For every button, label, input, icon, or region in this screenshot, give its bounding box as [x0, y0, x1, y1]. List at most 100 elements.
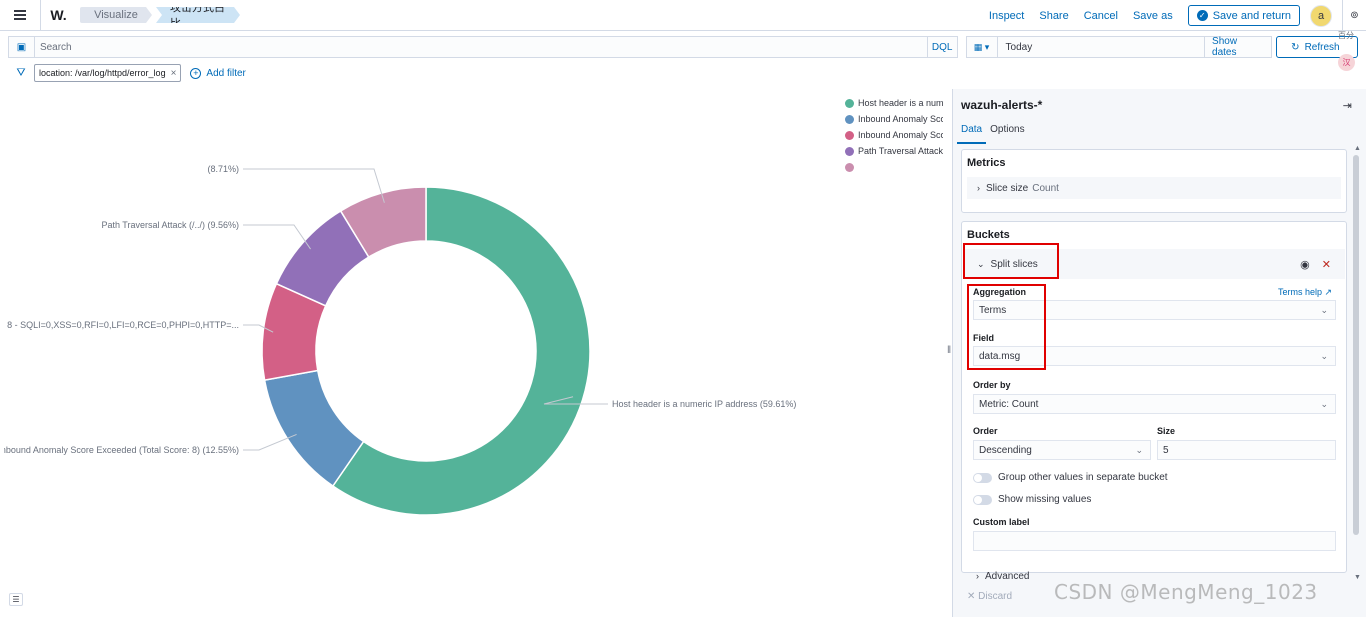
menu-toggle-button[interactable] [0, 0, 40, 31]
field-value: data.msg [979, 350, 1021, 362]
donut-slice[interactable] [331, 186, 591, 516]
close-icon: ✕ [967, 591, 976, 602]
app-logo[interactable]: W. [40, 0, 76, 31]
discard-button[interactable]: ✕ Discard [967, 591, 1012, 602]
legend-label: Inbound Anomaly Score [858, 130, 943, 140]
refresh-icon: ↻ [1291, 41, 1300, 53]
hamburger-icon [14, 14, 26, 16]
save-and-return-button[interactable]: ✓ Save and return [1187, 5, 1300, 26]
tab-data[interactable]: Data [957, 122, 987, 144]
slice-label: (8.71%) [207, 164, 239, 174]
donut-chart: Host header is a numeric IP address (59.… [4, 164, 796, 516]
legend-dot [845, 130, 854, 140]
advanced-toggle[interactable]: › Advanced [976, 571, 1029, 582]
size-label: Size [1157, 426, 1176, 436]
custom-label-label: Custom label [973, 517, 1030, 527]
close-icon[interactable]: × [170, 67, 177, 79]
highlight-box-fields [967, 284, 1046, 370]
scroll-up-icon[interactable]: ▲ [1354, 145, 1361, 152]
order-value: Descending [979, 444, 1032, 456]
metric-value: Count [1032, 182, 1059, 194]
cancel-link[interactable]: Cancel [1083, 9, 1118, 22]
chevron-down-icon: ⌄ [1135, 445, 1143, 455]
legend-label: Path Traversal Attack ( [858, 146, 943, 156]
slice-label: Path Traversal Attack (/../) (9.56%) [101, 220, 239, 230]
check-icon: ✓ [1196, 10, 1208, 21]
group-other-label: Group other values in separate bucket [998, 472, 1168, 483]
legend-item[interactable]: Inbound Anomaly Score [845, 127, 943, 143]
visualization-area: Host header is a numeric IP address (59.… [4, 89, 946, 613]
add-filter-button[interactable]: + Add filter [190, 67, 246, 79]
legend-item[interactable]: Inbound Anomaly Score [845, 111, 943, 127]
slice-label: l Score: 8 - SQLI=0,XSS=0,RFI=0,LFI=0,RC… [4, 320, 239, 330]
legend-toggle-icon[interactable]: ☰ [9, 593, 23, 606]
split-slices-toggle[interactable]: ⌄ Split slices ◉ ✕ [963, 249, 1345, 279]
show-dates-button[interactable]: Show dates [1205, 36, 1273, 58]
share-link[interactable]: Share [1039, 9, 1069, 22]
saved-query-icon[interactable]: ▣ [8, 36, 34, 58]
chart-legend: Host header is a numer Inbound Anomaly S… [845, 95, 943, 175]
inspect-link[interactable]: Inspect [988, 9, 1025, 22]
external-link-icon: ↗ [1324, 287, 1333, 297]
split-slices-label: Split slices [990, 258, 1038, 270]
collapse-sidebar-icon[interactable]: ⇥ [1342, 100, 1352, 112]
donut-slice[interactable] [339, 186, 427, 259]
refresh-button[interactable]: ↻ Refresh [1276, 36, 1358, 58]
translate-icon[interactable]: 汉 [1338, 54, 1355, 71]
size-input[interactable]: 5 [1157, 440, 1336, 460]
custom-label-input[interactable] [973, 531, 1336, 551]
legend-item[interactable]: Path Traversal Attack ( [845, 143, 943, 159]
slice-leader-line [243, 324, 274, 333]
order-by-label: Order by [973, 380, 1011, 390]
toggle-switch[interactable] [973, 472, 992, 483]
filter-bar: ⛛ location: /var/log/httpd/error_log × +… [8, 63, 246, 83]
split-actions: ◉ ✕ [1300, 258, 1331, 271]
terms-help-link[interactable]: Terms help ↗ [1278, 287, 1332, 298]
breadcrumb-visualize[interactable]: Visualize [80, 7, 152, 23]
scrollbar[interactable] [1353, 155, 1359, 535]
date-picker[interactable]: Today [997, 36, 1206, 58]
watermark: CSDN @MengMeng_1023 [1054, 580, 1318, 604]
show-missing-toggle[interactable]: Show missing values [973, 494, 1091, 505]
resize-handle-icon[interactable]: ‖ [947, 345, 952, 356]
metric-label: Slice size [986, 182, 1029, 194]
aggregation-select[interactable]: Terms ⌄ [973, 300, 1336, 320]
chevron-down-icon: ⌄ [1320, 399, 1328, 409]
calendar-icon[interactable]: ▦ ▾ [965, 36, 998, 58]
scroll-down-icon[interactable]: ▼ [1354, 574, 1361, 581]
toggle-switch[interactable] [973, 494, 992, 505]
metric-slice-size[interactable]: › Slice size Count [967, 177, 1341, 199]
metrics-title: Metrics [967, 157, 1006, 169]
plus-icon: + [190, 67, 202, 79]
order-by-value: Metric: Count [979, 398, 1039, 410]
chevron-down-icon: ⌄ [1320, 351, 1328, 361]
extension-icon[interactable]: 百分 [1338, 31, 1354, 40]
tab-options[interactable]: Options [990, 124, 1025, 135]
avatar[interactable]: a [1310, 4, 1332, 27]
legend-item[interactable] [845, 159, 943, 175]
help-icon[interactable]: ⊚ [1342, 0, 1366, 31]
order-by-select[interactable]: Metric: Count ⌄ [973, 394, 1336, 414]
group-other-toggle[interactable]: Group other values in separate bucket [973, 472, 1168, 483]
highlight-box-split [963, 243, 1059, 279]
eye-icon[interactable]: ◉ [1300, 259, 1310, 271]
field-label: Field [973, 333, 995, 343]
legend-item[interactable]: Host header is a numer [845, 95, 943, 111]
save-as-link[interactable]: Save as [1132, 9, 1173, 22]
filter-pill[interactable]: location: /var/log/httpd/error_log × [34, 64, 182, 82]
slice-leader-line [543, 396, 608, 405]
buckets-panel: Buckets ⌄ Split slices ◉ ✕ Aggregation T… [961, 221, 1347, 582]
slice-label: Inbound Anomaly Score Exceeded (Total Sc… [4, 445, 239, 455]
legend-label: Inbound Anomaly Score [858, 114, 943, 124]
field-select[interactable]: data.msg ⌄ [973, 346, 1336, 366]
order-label: Order [973, 426, 998, 436]
breadcrumb: Visualize 攻击方式占比 [80, 7, 240, 23]
remove-icon[interactable]: ✕ [1321, 259, 1331, 271]
order-select[interactable]: Descending ⌄ [973, 440, 1151, 460]
filter-icon[interactable]: ⛛ [16, 66, 26, 79]
search-input[interactable]: Search [33, 36, 928, 58]
buckets-title: Buckets [967, 229, 1010, 241]
dql-toggle[interactable]: DQL [927, 36, 958, 58]
save-and-return-label: Save and return [1212, 9, 1291, 22]
legend-dot [845, 146, 854, 156]
